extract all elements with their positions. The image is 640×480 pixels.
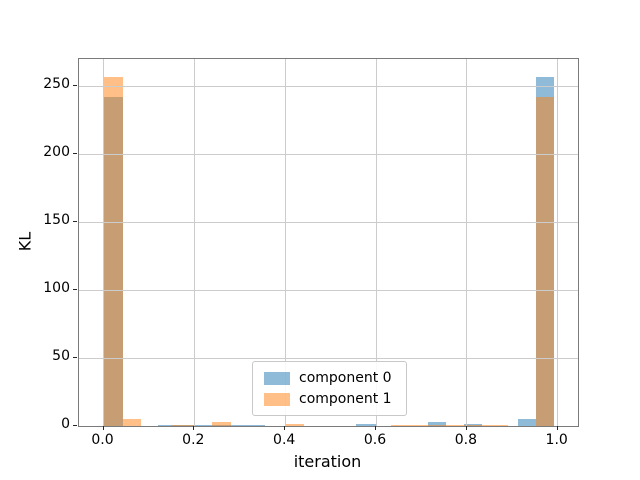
y-tick-label: 150 [43,212,70,229]
legend-label-component-1: component 1 [299,391,392,407]
y-tick-label: 50 [52,348,70,364]
histogram-bar-series1 [123,419,141,426]
x-tick-mark [193,426,195,430]
y-tick-mark [73,289,77,291]
gridline-x [103,59,104,426]
histogram-bar-series1 [170,424,195,426]
gridline-x [284,59,286,426]
x-tick-label: 0.0 [91,432,114,448]
y-tick-label: 200 [43,144,70,161]
y-tick-label: 0 [61,416,70,432]
y-tick-mark [73,357,77,358]
legend-swatch-component-1-icon [264,392,290,406]
histogram-bar-series0 [428,421,447,426]
histogram-bar-series1 [285,424,305,426]
x-tick-label: 0.6 [363,432,387,448]
gridline-y [79,85,578,87]
x-tick-mark [465,426,467,430]
y-tick-label: 100 [43,280,70,297]
histogram-bar-series1 [391,424,508,426]
gridline-y [79,221,578,223]
histogram-bar-series1 [212,421,232,426]
gridline-x [375,59,377,426]
legend-entry-component-1: component 1 [253,391,406,407]
histogram-bar-series1 [535,97,555,426]
gridline-x [557,59,559,426]
gridline-y [79,357,578,359]
y-tick-mark [73,85,77,87]
y-tick-mark [73,425,77,426]
x-tick-label: 0.8 [454,432,478,448]
histogram-bar-series0 [157,424,265,426]
gridline-y [79,153,578,155]
gridline-x [193,59,195,426]
y-tick-mark [73,221,77,223]
x-tick-label: 0.4 [273,432,296,448]
legend-swatch-component-0-icon [264,371,290,385]
gridline-x [466,59,468,426]
y-tick-mark [73,153,77,155]
y-tick-label: 250 [43,76,70,93]
x-tick-label: 1.0 [545,432,568,448]
x-tick-mark [102,426,104,430]
legend-entry-component-0: component 0 [253,370,406,386]
x-axis-label: iteration [293,452,362,471]
legend-label-component-0: component 0 [299,370,392,386]
legend: component 0 component 1 [252,361,407,416]
histogram-bar-series0 [517,419,536,426]
histogram-bar-series0 [356,424,376,426]
x-tick-mark [375,426,376,430]
gridline-y [79,289,578,291]
x-tick-mark [284,426,286,430]
x-tick-mark [556,426,558,430]
x-tick-label: 0.2 [182,432,205,448]
histogram-bar-series1 [103,76,123,426]
